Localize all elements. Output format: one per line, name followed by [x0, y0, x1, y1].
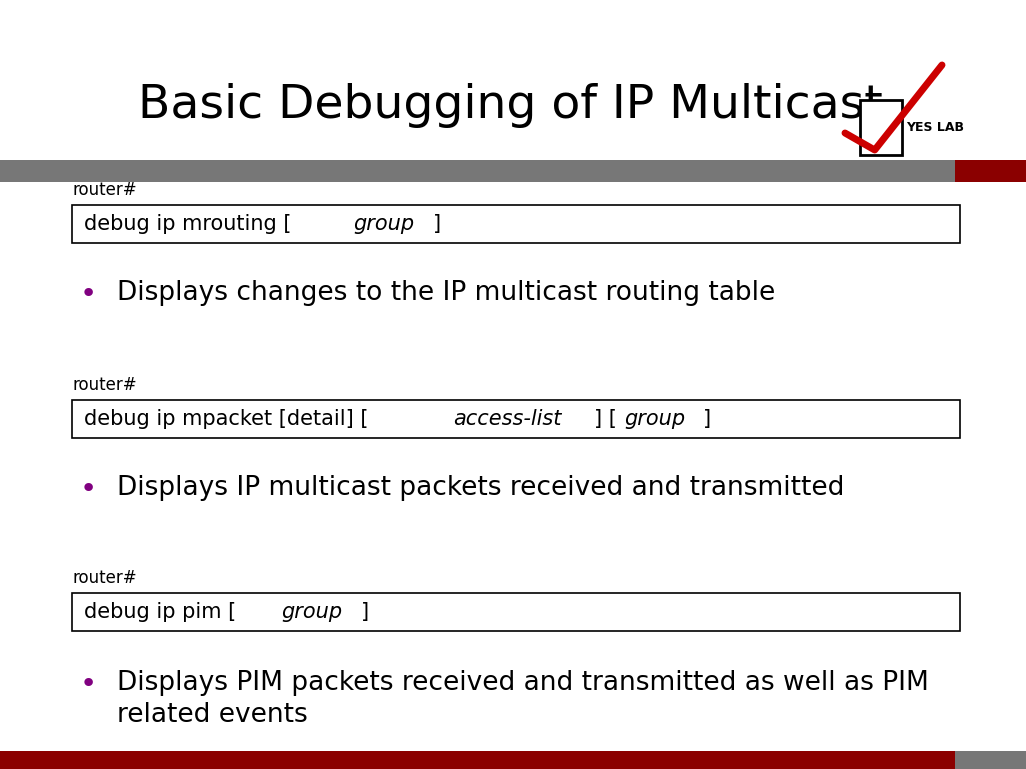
Text: Basic Debugging of IP Multicast: Basic Debugging of IP Multicast	[137, 82, 882, 128]
Text: ]: ]	[361, 602, 369, 622]
Text: •: •	[80, 670, 97, 698]
FancyBboxPatch shape	[72, 593, 960, 631]
Text: ]: ]	[703, 409, 711, 429]
Text: debug ip pim [: debug ip pim [	[84, 602, 236, 622]
Text: ] [: ] [	[594, 409, 617, 429]
Text: debug ip mrouting [: debug ip mrouting [	[84, 214, 291, 234]
Text: group: group	[624, 409, 685, 429]
Text: •: •	[80, 280, 97, 308]
Bar	[0, 751, 955, 769]
Text: Displays IP multicast packets received and transmitted: Displays IP multicast packets received a…	[117, 475, 844, 501]
FancyBboxPatch shape	[860, 100, 902, 155]
Text: group: group	[354, 214, 415, 234]
Text: router#: router#	[72, 181, 136, 199]
Text: router#: router#	[72, 376, 136, 394]
Text: Displays PIM packets received and transmitted as well as PIM
related events: Displays PIM packets received and transm…	[117, 670, 929, 728]
Text: access-list: access-list	[453, 409, 562, 429]
Bar	[0, 160, 955, 182]
Text: YES LAB: YES LAB	[906, 121, 964, 134]
FancyBboxPatch shape	[72, 400, 960, 438]
Bar	[955, 751, 1026, 769]
Text: ]: ]	[433, 214, 441, 234]
Text: debug ip mpacket [detail] [: debug ip mpacket [detail] [	[84, 409, 368, 429]
FancyBboxPatch shape	[72, 205, 960, 243]
Bar	[955, 160, 1026, 182]
Text: router#: router#	[72, 569, 136, 587]
Text: •: •	[80, 475, 97, 503]
Text: group: group	[282, 602, 343, 622]
Text: Displays changes to the IP multicast routing table: Displays changes to the IP multicast rou…	[117, 280, 776, 306]
